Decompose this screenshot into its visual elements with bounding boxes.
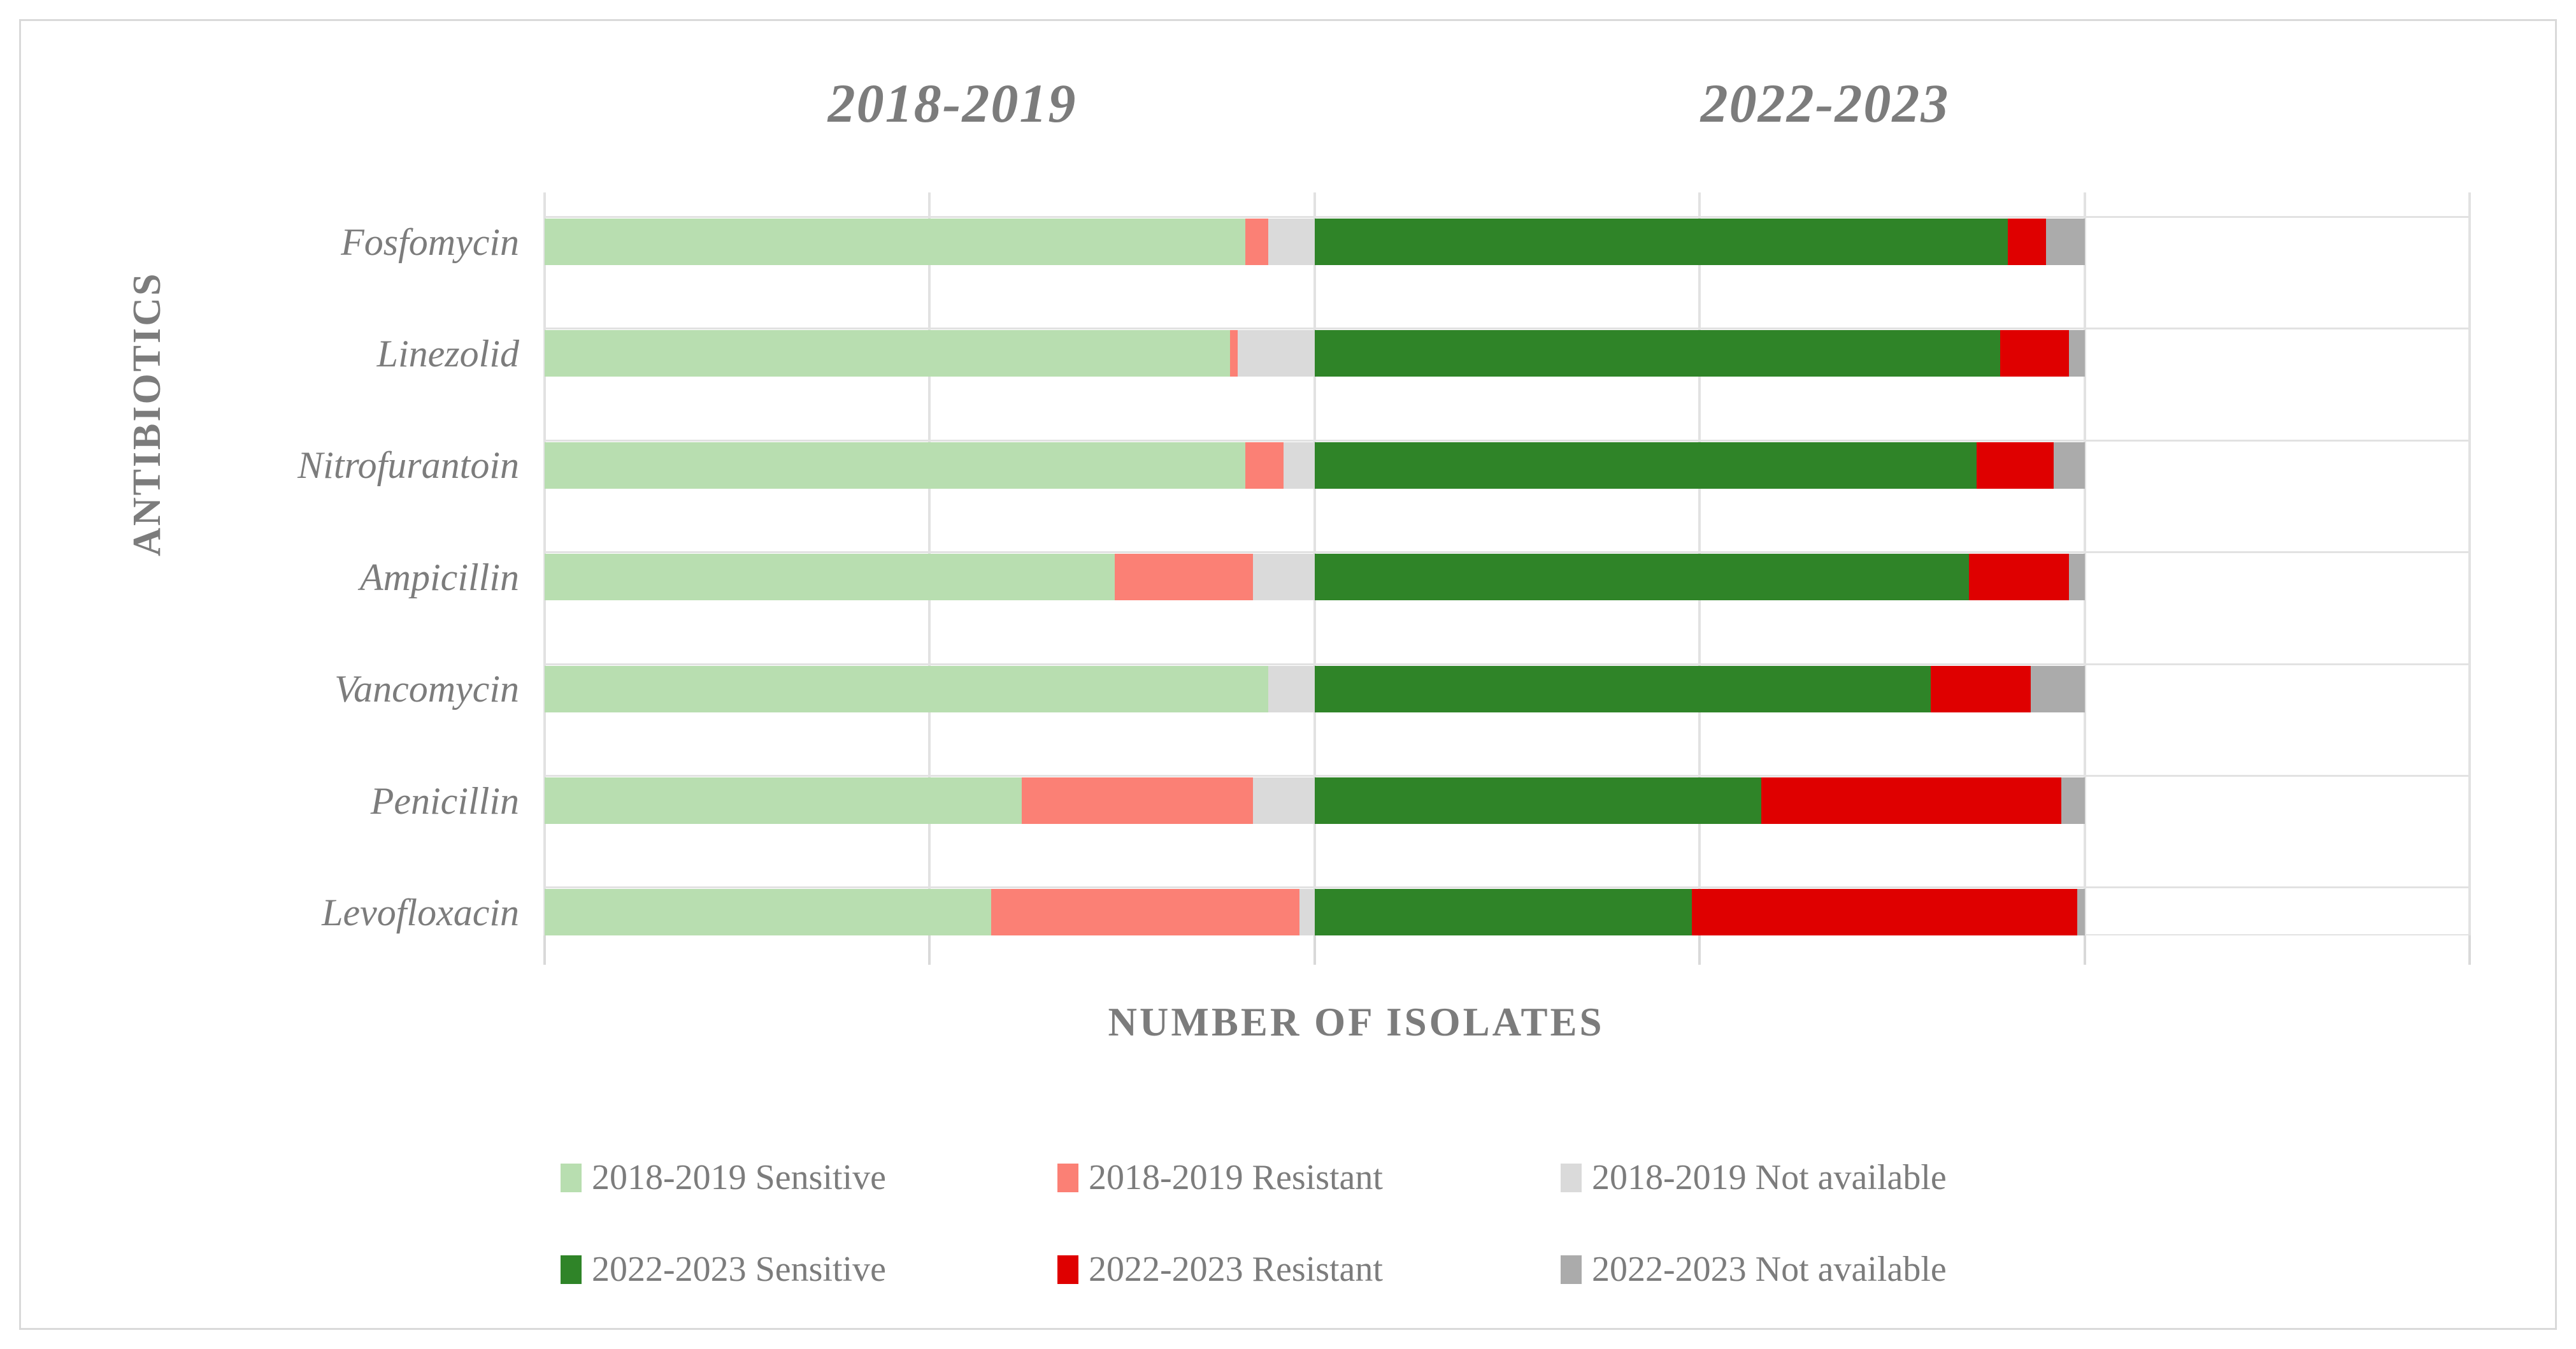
bar-segment-nitrofurantoin-2022-2023-resistant (1977, 442, 2054, 489)
bar-segment-vancomycin-2018-2019-sensitive (545, 665, 1269, 712)
category-label-levofloxacin: Levofloxacin (322, 891, 519, 934)
horizontal-gridline (545, 886, 2470, 889)
bar-segment-levofloxacin-2018-2019-sensitive (545, 889, 992, 936)
legend-swatch-icon (1057, 1255, 1078, 1284)
legend-entry-2022-2023-not-available: 2022-2023 Not available (1561, 1249, 1947, 1290)
legend-label: 2022-2023 Sensitive (592, 1250, 886, 1289)
legend-swatch-icon (561, 1255, 582, 1284)
horizontal-gridline (545, 551, 2470, 554)
bar-segment-fosfomycin-2022-2023-resistant (2007, 219, 2047, 265)
bar-segment-ampicillin-2018-2019-resistant (1114, 554, 1254, 601)
legend-label: 2018-2019 Not available (1592, 1158, 1947, 1197)
category-label-penicillin: Penicillin (370, 779, 519, 822)
bar-segment-vancomycin-2022-2023-sensitive (1314, 665, 1931, 712)
group-title-2022-2023: 2022-2023 (1700, 73, 1950, 134)
horizontal-gridline (545, 216, 2470, 218)
legend-swatch-icon (1057, 1163, 1078, 1192)
group-title-2018-2019: 2018-2019 (827, 73, 1077, 134)
category-label-nitrofurantoin: Nitrofurantoin (297, 444, 519, 487)
horizontal-gridline (545, 663, 2470, 665)
bar-segment-penicillin-2018-2019-sensitive (545, 777, 1022, 824)
bar-segment-linezolid-2018-2019-resistant (1229, 330, 1238, 377)
x-axis-title: NUMBER OF ISOLATES (1108, 1000, 1605, 1044)
bar-segment-penicillin-2018-2019-resistant (1022, 777, 1254, 824)
legend-entry-2022-2023-resistant: 2022-2023 Resistant (1057, 1249, 1383, 1290)
bar-segment-vancomycin-2022-2023-resistant (1930, 665, 2031, 712)
bar-segment-penicillin-2018-2019-not-available (1253, 777, 1315, 824)
bar-segment-ampicillin-2022-2023-not-available (2069, 554, 2085, 601)
legend-label: 2022-2023 Resistant (1089, 1250, 1383, 1289)
legend-label: 2018-2019 Resistant (1089, 1158, 1383, 1197)
x-axis-tick (2083, 935, 2086, 965)
legend-label: 2022-2023 Not available (1592, 1250, 1947, 1289)
category-label-vancomycin: Vancomycin (334, 668, 519, 711)
figure-border (19, 19, 2557, 1330)
bar-segment-linezolid-2022-2023-not-available (2069, 330, 2085, 377)
legend-entry-2022-2023-sensitive: 2022-2023 Sensitive (561, 1249, 886, 1290)
bar-segment-linezolid-2022-2023-resistant (2000, 330, 2070, 377)
x-axis-tick (1698, 935, 1701, 965)
bar-segment-nitrofurantoin-2018-2019-sensitive (545, 442, 1245, 489)
legend-entry-2018-2019-not-available: 2018-2019 Not available (1561, 1157, 1947, 1198)
plot-area (543, 192, 2471, 936)
legend-swatch-icon (561, 1163, 582, 1192)
bar-segment-fosfomycin-2018-2019-resistant (1245, 219, 1269, 265)
bar-segment-nitrofurantoin-2022-2023-sensitive (1314, 442, 1977, 489)
bar-segment-nitrofurantoin-2022-2023-not-available (2054, 442, 2085, 489)
legend-label: 2018-2019 Sensitive (592, 1158, 886, 1197)
bar-segment-levofloxacin-2022-2023-resistant (1692, 889, 2077, 936)
x-axis-tick (2468, 935, 2471, 965)
vertical-gridline (2468, 192, 2471, 935)
legend-swatch-icon (1561, 1163, 1582, 1192)
bar-segment-fosfomycin-2018-2019-sensitive (545, 219, 1245, 265)
bar-segment-penicillin-2022-2023-sensitive (1314, 777, 1761, 824)
y-axis-title: ANTIBIOTICS (125, 271, 169, 557)
bar-segment-ampicillin-2018-2019-sensitive (545, 554, 1115, 601)
horizontal-gridline (545, 775, 2470, 777)
category-label-ampicillin: Ampicillin (360, 556, 519, 598)
bar-segment-vancomycin-2022-2023-not-available (2030, 665, 2085, 712)
bar-segment-nitrofurantoin-2018-2019-not-available (1284, 442, 1315, 489)
bar-segment-levofloxacin-2018-2019-resistant (991, 889, 1299, 936)
x-axis-tick (1313, 935, 1316, 965)
category-label-linezolid: Linezolid (376, 332, 519, 375)
bar-segment-vancomycin-2018-2019-not-available (1268, 665, 1315, 712)
x-axis-tick (543, 935, 546, 965)
vertical-gridline (2083, 192, 2086, 935)
bar-segment-nitrofurantoin-2018-2019-resistant (1245, 442, 1284, 489)
bar-segment-ampicillin-2022-2023-sensitive (1314, 554, 1970, 601)
bar-segment-ampicillin-2018-2019-not-available (1253, 554, 1315, 601)
bar-segment-linezolid-2022-2023-sensitive (1314, 330, 2000, 377)
legend-swatch-icon (1561, 1255, 1582, 1284)
bar-segment-levofloxacin-2022-2023-sensitive (1314, 889, 1692, 936)
category-label-fosfomycin: Fosfomycin (341, 220, 519, 263)
x-axis-tick (928, 935, 931, 965)
bar-segment-linezolid-2018-2019-not-available (1237, 330, 1315, 377)
legend-entry-2018-2019-sensitive: 2018-2019 Sensitive (561, 1157, 886, 1198)
bar-segment-fosfomycin-2022-2023-not-available (2046, 219, 2085, 265)
legend-entry-2018-2019-resistant: 2018-2019 Resistant (1057, 1157, 1383, 1198)
horizontal-gridline (545, 328, 2470, 330)
bar-segment-linezolid-2018-2019-sensitive (545, 330, 1230, 377)
bar-segment-fosfomycin-2018-2019-not-available (1268, 219, 1315, 265)
bar-segment-ampicillin-2022-2023-resistant (1969, 554, 2070, 601)
bar-segment-levofloxacin-2022-2023-not-available (2077, 889, 2085, 936)
horizontal-gridline (545, 439, 2470, 442)
bar-segment-penicillin-2022-2023-not-available (2061, 777, 2085, 824)
bar-segment-penicillin-2022-2023-resistant (1761, 777, 2062, 824)
bar-segment-levofloxacin-2018-2019-not-available (1299, 889, 1315, 936)
bar-segment-fosfomycin-2022-2023-sensitive (1314, 219, 2008, 265)
